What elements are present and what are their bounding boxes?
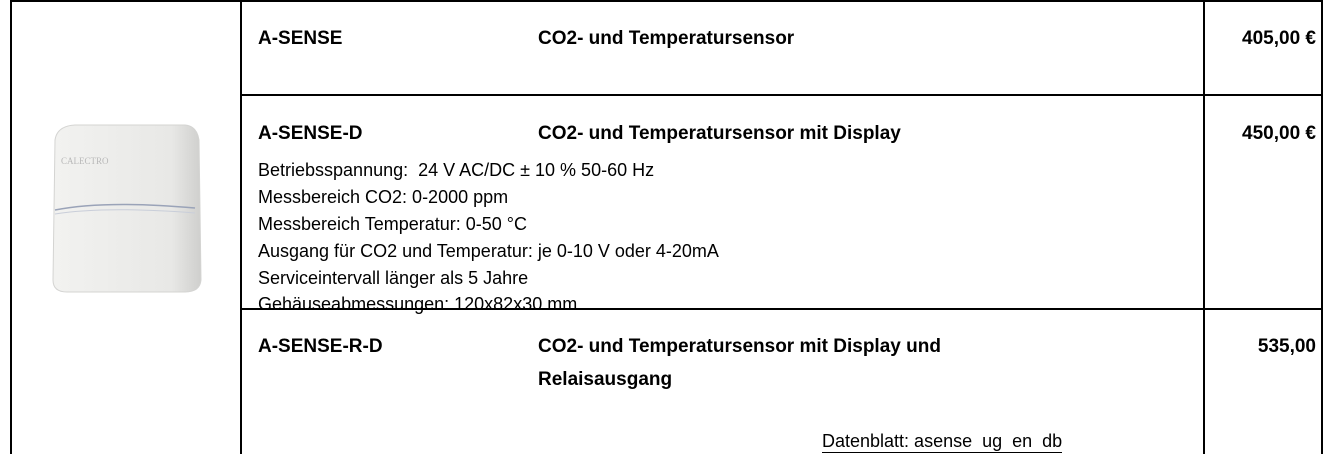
- border: [10, 0, 1323, 2]
- detail: Serviceintervall länger als 5 Jahre: [258, 267, 528, 289]
- product-name: CO2- und Temperatursensor: [538, 28, 794, 50]
- border: [1321, 0, 1323, 454]
- product-name: CO2- und Temperatursensor mit Display un…: [538, 336, 941, 358]
- product-image: CALECTRO: [45, 120, 205, 300]
- border: [240, 94, 1323, 96]
- product-name: Relaisausgang: [538, 369, 672, 391]
- detail: Ausgang für CO2 und Temperatur: je 0-10 …: [258, 240, 719, 262]
- page: CALECTRO A-SENSE CO2- und Temperatursens…: [0, 0, 1324, 454]
- detail: Gehäuseabmessungen: 120x82x30 mm: [258, 293, 577, 315]
- border: [240, 0, 242, 454]
- detail: Messbereich Temperatur: 0-50 °C: [258, 213, 527, 235]
- detail: Betriebsspannung: 24 V AC/DC ± 10 % 50-6…: [258, 159, 654, 181]
- detail: Messbereich CO2: 0-2000 ppm: [258, 186, 508, 208]
- border: [1203, 0, 1205, 454]
- border: [10, 0, 12, 454]
- product-code: A-SENSE: [258, 28, 342, 50]
- product-name: CO2- und Temperatursensor mit Display: [538, 123, 901, 145]
- product-price: 450,00 €: [1242, 123, 1316, 145]
- datasheet-link[interactable]: Datenblatt: asense ug en db: [822, 430, 1062, 453]
- product-price: 405,00 €: [1242, 28, 1316, 50]
- brand-label: CALECTRO: [61, 156, 109, 166]
- product-price: 535,00: [1258, 336, 1316, 358]
- product-code: A-SENSE-R-D: [258, 336, 383, 358]
- product-code: A-SENSE-D: [258, 123, 363, 145]
